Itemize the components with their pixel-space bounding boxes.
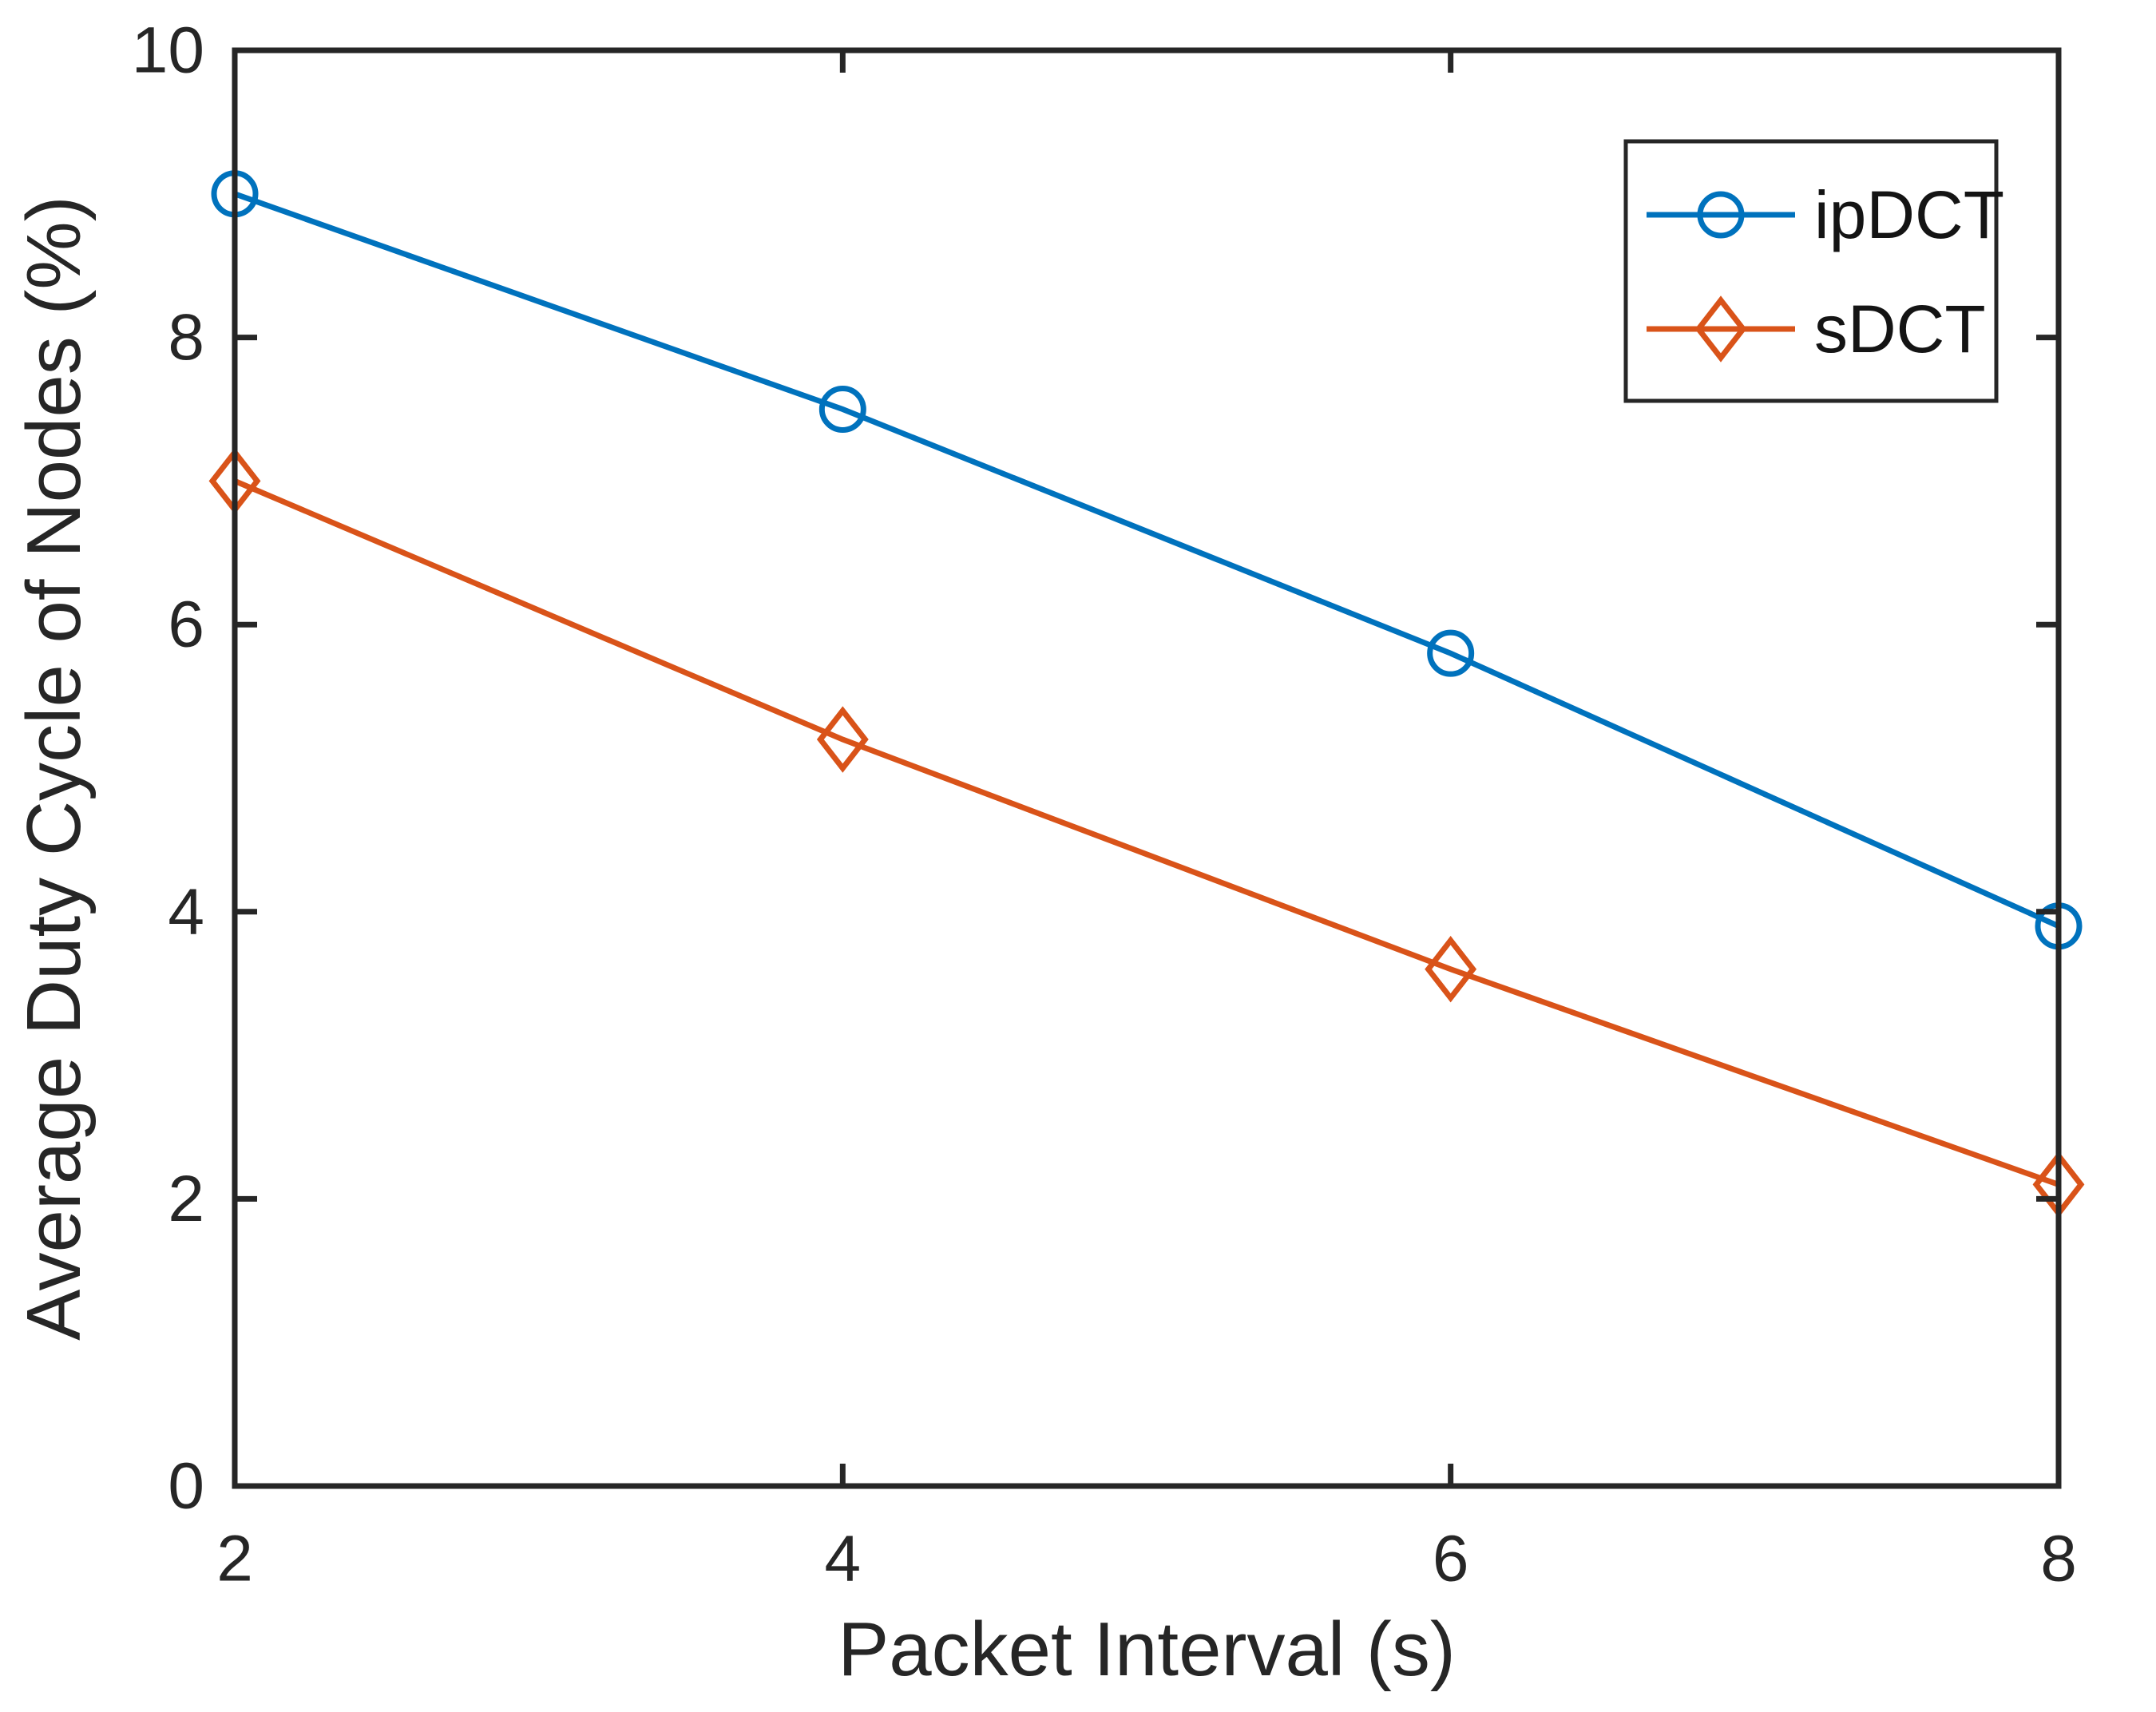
- legend-box: [1623, 139, 1999, 403]
- series-marker-ipDCT: [1427, 629, 1475, 677]
- y-tick-label: 0: [168, 1450, 204, 1523]
- series-line-ipDCT: [233, 191, 2060, 929]
- x-tick-label: 6: [1433, 1523, 1469, 1595]
- y-tick-label: 2: [168, 1163, 204, 1235]
- series-marker-sDCT: [816, 706, 869, 773]
- legend: ipDCT sDCT: [1623, 139, 2004, 403]
- legend-label-ipDCT: ipDCT: [1814, 177, 2004, 252]
- y-tick-label: 6: [168, 588, 204, 661]
- x-tick-label: 8: [2040, 1523, 2077, 1595]
- x-tick-label: 4: [825, 1523, 862, 1595]
- series-marker-ipDCT: [818, 386, 866, 433]
- y-tick-label: 4: [168, 875, 204, 948]
- legend-marker-sDCT: [1694, 295, 1747, 363]
- x-tick-label: 2: [216, 1523, 253, 1595]
- series-marker-sDCT: [1425, 936, 1477, 1003]
- y-axis-label: Average Duty Cycle of Nodes (%): [11, 196, 97, 1340]
- y-tick-label: 8: [168, 301, 204, 374]
- legend-marker-ipDCT: [1697, 191, 1745, 239]
- legend-label-sDCT: sDCT: [1814, 291, 1986, 367]
- plot-area-border: [232, 47, 2062, 1489]
- x-axis-label: Packet Interval (s): [838, 1607, 1456, 1692]
- series-line-sDCT: [233, 478, 2060, 1187]
- y-tick-label: 10: [132, 14, 204, 87]
